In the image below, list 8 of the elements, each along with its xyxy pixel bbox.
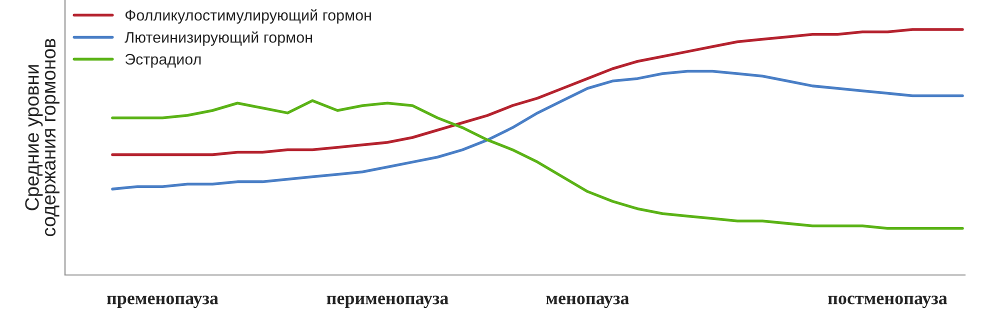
x-tick-label: пременопауза bbox=[106, 296, 218, 308]
legend-label: Эстрадиол bbox=[125, 54, 201, 68]
y-axis-title: Средние уровни содержания гормонов bbox=[25, 38, 60, 236]
x-tick-label: перименопауза bbox=[326, 296, 448, 308]
x-tick-label: постменопауза bbox=[828, 296, 948, 308]
legend-label: Лютеинизирующий гормон bbox=[124, 31, 312, 46]
x-tick-label: менопауза bbox=[546, 296, 630, 308]
legend-label: Фолликулостимулирующий гормон bbox=[125, 9, 371, 24]
